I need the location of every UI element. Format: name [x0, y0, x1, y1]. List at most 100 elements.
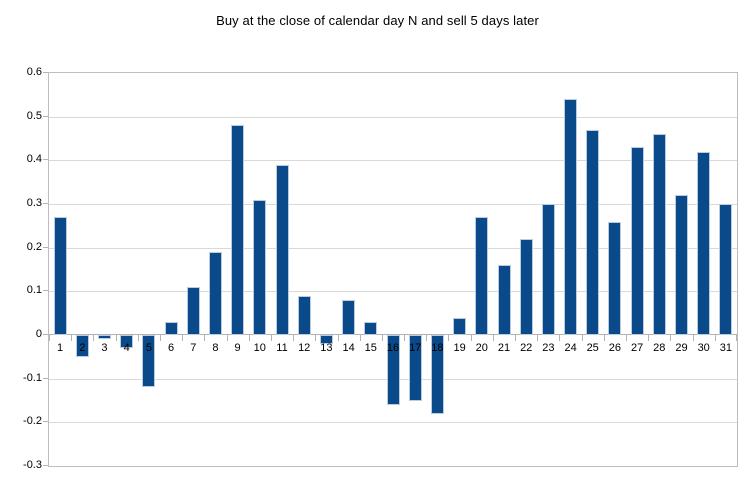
y-axis-tick	[43, 72, 48, 73]
x-tick-label: 9	[234, 342, 241, 354]
y-tick-label: 0.3	[26, 197, 42, 209]
bar-day-7	[186, 287, 200, 335]
bar-day-2	[75, 335, 89, 357]
bar-day-1	[53, 217, 67, 335]
bar-day-30	[697, 151, 711, 335]
x-tick-label: 7	[190, 342, 197, 354]
x-axis-tick	[338, 335, 339, 341]
bar-day-12	[297, 295, 311, 335]
bar-day-23	[541, 204, 555, 335]
x-tick-label: 21	[497, 342, 511, 354]
x-axis-tick	[315, 335, 316, 341]
x-axis-tick	[493, 335, 494, 341]
bar-day-3	[98, 335, 111, 340]
x-tick-label: 15	[364, 342, 377, 354]
x-axis-tick	[249, 335, 250, 341]
x-axis-tick	[559, 335, 560, 341]
x-tick-label: 13	[320, 342, 333, 354]
x-tick-label: 28	[653, 342, 666, 354]
y-tick-label: -0.3	[23, 459, 42, 471]
x-tick-label: 30	[697, 342, 710, 354]
x-tick-label: 2	[79, 342, 86, 354]
bar-day-20	[475, 217, 489, 335]
x-axis-tick	[138, 335, 139, 341]
bar-day-17	[408, 335, 422, 401]
x-axis-tick	[360, 335, 361, 341]
y-tick-label: 0	[35, 328, 42, 340]
x-tick-label: 31	[719, 342, 733, 354]
bar-day-11	[275, 164, 289, 335]
bar-day-27	[630, 147, 644, 335]
x-tick-label: 4	[123, 342, 130, 354]
x-axis-tick	[49, 335, 50, 341]
x-axis-tick	[93, 335, 94, 341]
x-axis-tick	[426, 335, 427, 341]
y-axis-tick	[43, 247, 48, 248]
x-axis-tick	[293, 335, 294, 341]
gridline	[49, 160, 737, 161]
x-axis-tick	[515, 335, 516, 341]
bar-day-25	[586, 129, 600, 335]
bar-day-4	[120, 335, 134, 349]
x-axis-tick	[182, 335, 183, 341]
y-tick-label: 0.1	[26, 284, 42, 296]
x-axis-tick	[537, 335, 538, 341]
x-tick-label: 19	[453, 342, 466, 354]
x-axis-tick	[582, 335, 583, 341]
y-axis-tick	[43, 421, 48, 422]
x-axis-tick	[604, 335, 605, 341]
bar-day-28	[652, 134, 666, 335]
x-tick-label: 10	[253, 342, 266, 354]
bar-day-22	[519, 238, 533, 335]
bar-day-24	[564, 99, 577, 335]
x-axis-tick	[648, 335, 649, 341]
x-tick-label: 20	[475, 342, 488, 354]
chart-title: Buy at the close of calendar day N and s…	[216, 13, 539, 28]
x-tick-label: 24	[564, 342, 577, 354]
bar-day-21	[497, 265, 511, 335]
x-tick-label: 23	[542, 342, 555, 354]
x-tick-label: 27	[630, 342, 644, 354]
x-tick-label: 18	[431, 342, 444, 354]
x-axis-tick	[448, 335, 449, 341]
x-axis-tick	[715, 335, 716, 341]
y-axis-tick	[43, 203, 48, 204]
x-tick-label: 26	[608, 342, 622, 354]
bar-day-15	[364, 321, 378, 335]
x-axis-tick	[382, 335, 383, 341]
y-axis-tick	[43, 290, 48, 291]
bar-day-8	[209, 252, 222, 335]
x-tick-label: 8	[212, 342, 219, 354]
bar-day-10	[253, 199, 267, 335]
x-axis-tick	[670, 335, 671, 341]
y-axis-tick	[43, 334, 48, 335]
gridline	[49, 248, 737, 249]
x-axis-tick	[693, 335, 694, 341]
gridline	[49, 422, 737, 423]
gridline	[49, 291, 737, 292]
x-axis-tick	[626, 335, 627, 341]
y-tick-label: 0.5	[26, 110, 42, 122]
x-tick-label: 5	[145, 342, 152, 354]
x-axis-tick	[160, 335, 161, 341]
x-tick-label: 12	[298, 342, 311, 354]
y-axis-tick	[43, 378, 48, 379]
bar-day-14	[342, 300, 356, 335]
x-axis-tick	[271, 335, 272, 341]
bar-day-13	[319, 335, 333, 344]
x-tick-label: 17	[409, 342, 422, 354]
y-tick-label: 0.4	[26, 153, 42, 165]
y-tick-label: -0.2	[23, 415, 42, 427]
y-axis-tick	[43, 159, 48, 160]
y-tick-label: 0.6	[26, 66, 42, 78]
zero-gridline	[49, 334, 737, 335]
bar-day-18	[430, 335, 444, 414]
gridline	[49, 204, 737, 205]
x-axis-tick	[227, 335, 228, 341]
x-axis-tick	[204, 335, 205, 341]
bar-day-9	[231, 125, 245, 335]
x-tick-label: 22	[520, 342, 533, 354]
x-tick-label: 14	[342, 342, 355, 354]
y-axis-tick	[43, 465, 48, 466]
